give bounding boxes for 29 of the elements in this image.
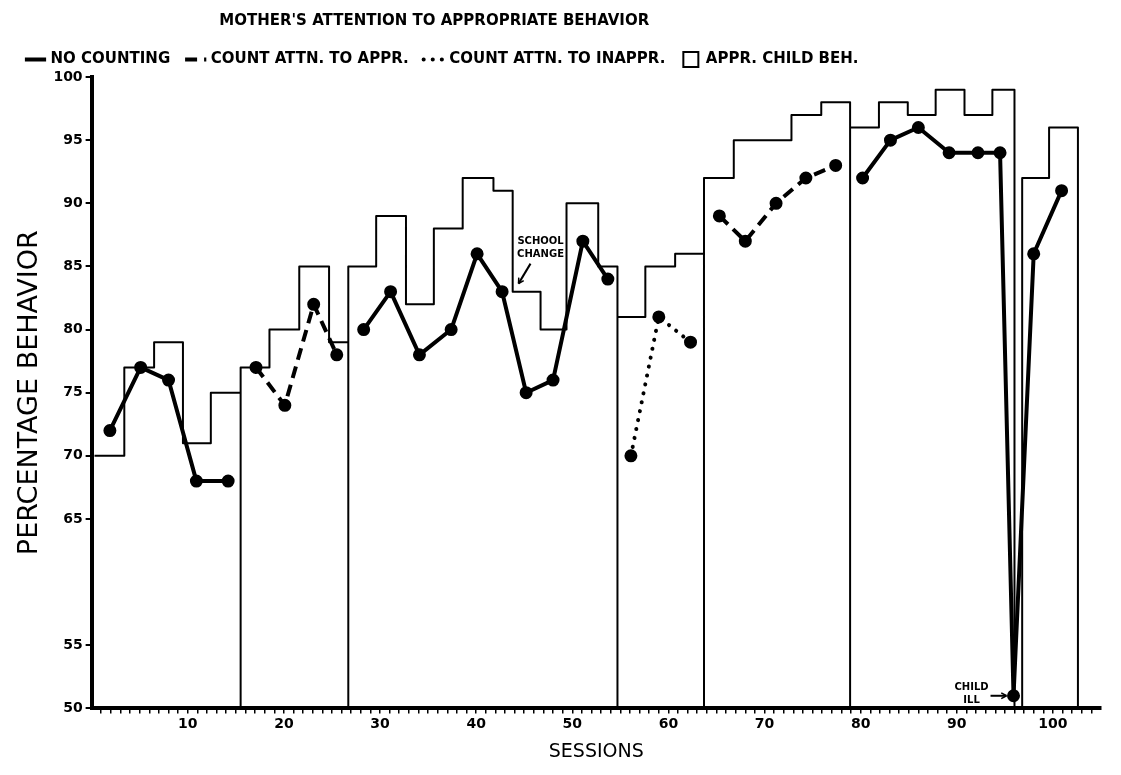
legend-label: COUNT ATTN. TO APPR. [210, 49, 409, 68]
legend-label: COUNT ATTN. TO INAPPR. [449, 49, 666, 68]
annotation: CHILD ILL [954, 680, 989, 705]
y-tick-label: 70 [63, 446, 83, 463]
x-tick-label: 50 [562, 715, 583, 732]
y-tick-label: 90 [63, 193, 83, 210]
x-tick-label: 60 [658, 715, 679, 732]
y-tick-label: 95 [63, 130, 83, 147]
x-tick-label: 80 [850, 715, 871, 732]
x-tick-label: 10 [178, 715, 198, 732]
legend-title: MOTHER'S ATTENTION TO APPROPRIATE BEHAVIOR [219, 11, 650, 30]
y-tick-label: 75 [63, 383, 83, 400]
x-tick-label: 90 [947, 715, 967, 732]
x-tick-label: 30 [370, 715, 391, 732]
x-axis-title: SESSIONS [548, 738, 644, 761]
x-tick-label: 70 [754, 715, 775, 732]
x-tick-label: 40 [466, 715, 487, 732]
y-tick-label: 85 [63, 257, 83, 274]
legend-label: APPR. CHILD BEH. [705, 49, 859, 68]
x-tick-label: 20 [274, 715, 294, 732]
y-tick-label: 55 [63, 635, 83, 652]
y-axis-title: PERCENTAGE BEHAVIOR [12, 230, 44, 556]
y-tick-label: 65 [63, 509, 83, 526]
annotation: SCHOOL CHANGE [517, 234, 565, 259]
y-tick-label: 100 [53, 67, 83, 84]
legend-label: NO COUNTING [50, 49, 171, 68]
y-tick-label: 50 [63, 699, 83, 716]
x-tick-label: 100 [1038, 715, 1068, 732]
y-tick-label: 80 [63, 320, 83, 337]
